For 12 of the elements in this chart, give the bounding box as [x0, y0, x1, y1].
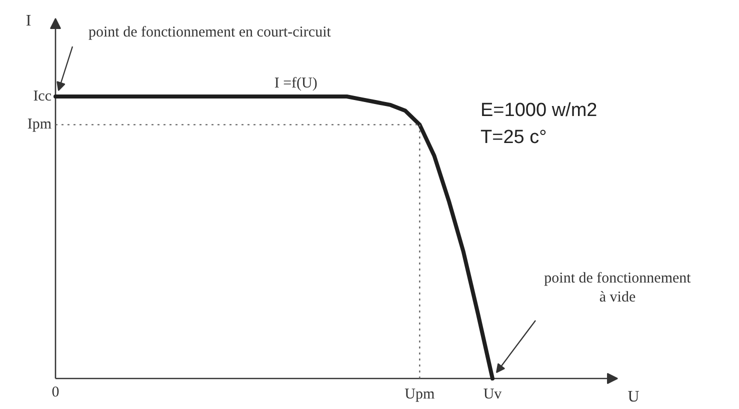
- annotation: point de fonctionnement en court-circuit: [88, 24, 332, 40]
- series-label: I =f(U): [274, 76, 318, 92]
- text: U: [628, 388, 640, 406]
- ref-line-label: Ipm: [27, 116, 52, 133]
- annotation: Icc: [33, 88, 52, 104]
- annotation: E=1000 w/m2: [480, 100, 598, 121]
- y-axis-title: I: [26, 12, 32, 30]
- annotation: T=25 c°: [480, 127, 547, 148]
- x-tick-label: Uv: [483, 386, 502, 402]
- x-tick-label: 0: [52, 384, 60, 400]
- x-tick-label: Upm: [404, 386, 435, 402]
- annotation: point de fonctionnement à vide: [544, 270, 692, 306]
